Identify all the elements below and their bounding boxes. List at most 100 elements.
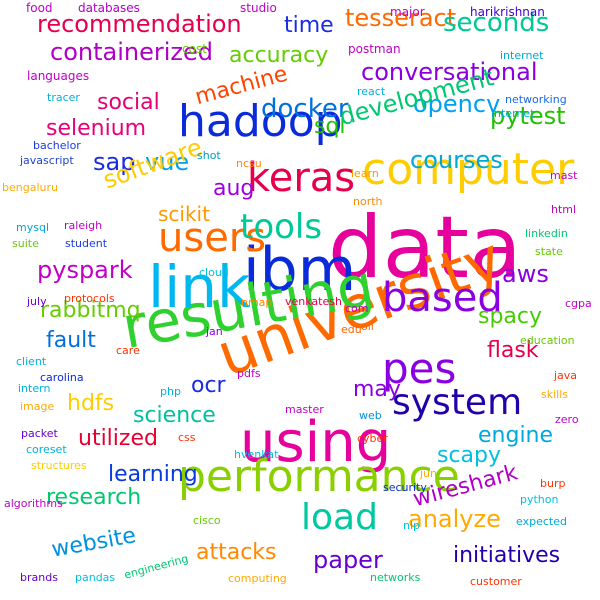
word-skills: skills <box>541 388 569 401</box>
word-mysql: mysql <box>16 221 49 234</box>
word-com: com <box>345 302 369 315</box>
word-studio: studio <box>240 1 277 15</box>
word-html: html <box>551 203 577 216</box>
word-utilized: utilized <box>78 426 158 451</box>
word-north: north <box>353 195 383 208</box>
word-engineering: engineering <box>122 551 190 582</box>
word-image: image <box>20 400 55 413</box>
word-databases: databases <box>78 1 140 15</box>
word-linkedin: linkedin <box>525 227 568 240</box>
word-languages: languages <box>27 69 90 83</box>
word-cyber: cyber <box>357 432 388 445</box>
word-may: may <box>353 377 401 402</box>
word-based: based <box>382 275 503 321</box>
word-python: python <box>520 493 559 506</box>
word-vue: vue <box>145 148 190 176</box>
word-networking: networking <box>505 93 567 106</box>
word-aws: aws <box>502 260 549 288</box>
word-burp: burp <box>540 477 566 490</box>
word-learning: learning <box>108 462 198 487</box>
word-computing: computing <box>228 572 287 585</box>
word-engine: engine <box>478 423 554 448</box>
word-jun: jun <box>420 467 437 480</box>
word-client: client <box>16 355 47 368</box>
word-pes: pes <box>382 344 457 393</box>
word-tools: tools <box>240 207 323 247</box>
word-internet: internet <box>491 107 535 120</box>
word-coreset: coreset <box>26 443 67 456</box>
word-cost: cost <box>182 42 207 56</box>
word-keras: keras <box>247 155 356 201</box>
word-brands: brands <box>20 571 58 584</box>
word-july: july <box>27 295 47 308</box>
word-attacks: attacks <box>196 540 277 565</box>
word-web: web <box>359 409 382 422</box>
word-opencv: opencv <box>413 90 501 118</box>
word-care: care <box>116 344 140 357</box>
word-expected: expected <box>516 515 567 528</box>
word-tracer: tracer <box>47 91 80 104</box>
word-cisco: cisco <box>193 514 221 527</box>
word-load: load <box>301 497 378 538</box>
word-pdfs: pdfs <box>237 367 261 380</box>
word-intern: intern <box>18 382 51 395</box>
word-pytest: pytest <box>490 102 566 130</box>
word-software: software <box>99 132 206 195</box>
word-conversational: conversational <box>361 58 538 86</box>
word-computer: computer <box>362 144 575 195</box>
word-postman: postman <box>348 42 401 56</box>
word-recommendation: recommendation <box>37 10 242 38</box>
word-flask: flask <box>487 338 539 363</box>
word-nmap: nmap <box>241 296 273 309</box>
word-docker: docker <box>261 94 349 124</box>
word-fault: fault <box>46 328 96 353</box>
word-bachelor: bachelor <box>33 139 81 152</box>
word-seconds: seconds <box>443 8 550 38</box>
word-social: social <box>97 90 160 115</box>
word-pyspark: pyspark <box>37 256 133 284</box>
word-networks: networks <box>370 571 421 584</box>
word-protocols: protocols <box>64 292 115 305</box>
word-using: using <box>240 410 392 475</box>
word-internet: internet <box>500 49 544 62</box>
word-jan: jan <box>206 325 223 338</box>
word-shot: shot <box>197 149 221 162</box>
word-suite: suite <box>12 237 39 250</box>
word-master: master <box>285 403 324 416</box>
word-react: react <box>357 85 386 98</box>
word-security: security <box>383 481 427 494</box>
word-cloud: cloud <box>199 266 229 279</box>
word-initiatives: initiatives <box>453 543 561 568</box>
word-hdfs: hdfs <box>67 391 115 416</box>
word-time: time <box>284 13 334 38</box>
word-courses: courses <box>410 146 503 174</box>
word-scapy: scapy <box>437 443 502 468</box>
word-bengaluru: bengaluru <box>2 181 58 194</box>
word-containerized: containerized <box>50 38 213 66</box>
word-system: system <box>392 382 523 423</box>
word-selenium: selenium <box>46 116 147 141</box>
word-student: student <box>65 237 108 250</box>
word-aug: aug <box>213 176 255 201</box>
word-major: major <box>390 5 425 19</box>
word-rabbitmq: rabbitmq <box>40 298 141 323</box>
word-cgpa: cgpa <box>565 297 592 310</box>
word-analyze: analyze <box>408 505 501 533</box>
word-learn: learn <box>351 167 379 180</box>
word-venkatesh: venkatesh <box>285 295 342 308</box>
word-accuracy: accuracy <box>229 43 329 68</box>
word-css: css <box>178 431 196 444</box>
word-tesseract: tesseract <box>345 4 457 32</box>
word-packet: packet <box>21 427 58 440</box>
word-nlp: nlp <box>403 519 421 532</box>
word-algorithms: algorithms <box>4 497 63 510</box>
word-users: users <box>158 215 267 261</box>
word-ocr: ocr <box>191 373 226 398</box>
word-food: food <box>26 1 53 15</box>
word-link: link <box>148 253 251 321</box>
word-carolina: carolina <box>40 371 84 384</box>
word-spacy: spacy <box>478 304 543 329</box>
word-state: state <box>535 245 563 258</box>
word-hvenkat: hvenkat <box>234 448 279 461</box>
